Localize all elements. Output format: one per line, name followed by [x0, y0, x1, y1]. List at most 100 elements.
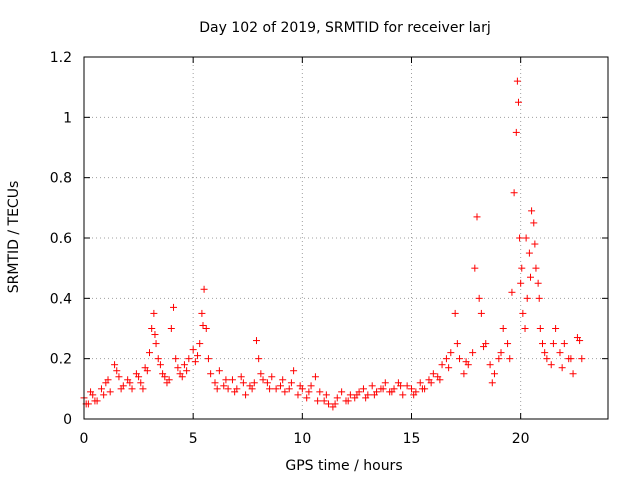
data-point — [311, 373, 319, 381]
chart-title: Day 102 of 2019, SRMTID for receiver lar… — [199, 20, 491, 36]
data-point — [259, 376, 267, 384]
data-point — [521, 325, 529, 332]
x-tick-label: 0 — [80, 431, 89, 447]
data-point — [237, 373, 245, 381]
data-point — [379, 385, 387, 393]
data-point — [445, 364, 453, 372]
data-point — [368, 382, 376, 390]
data-point — [388, 388, 396, 396]
data-point — [359, 385, 367, 393]
data-point — [525, 249, 533, 257]
data-point — [408, 385, 415, 393]
data-point — [220, 382, 228, 390]
data-point — [473, 213, 481, 221]
data-point — [196, 340, 204, 348]
data-point — [126, 379, 134, 387]
data-point — [150, 309, 158, 317]
data-point — [460, 370, 468, 378]
data-point — [281, 388, 289, 396]
data-point — [506, 355, 514, 363]
data-point — [523, 294, 531, 302]
data-point — [207, 370, 215, 378]
data-point — [198, 309, 206, 317]
data-point — [510, 189, 518, 197]
data-point — [438, 361, 446, 369]
data-point — [346, 391, 354, 399]
x-axis-label: GPS time / hours — [285, 458, 402, 474]
data-point — [156, 361, 164, 369]
data-point — [436, 376, 444, 384]
data-point — [512, 128, 520, 136]
data-point — [152, 340, 160, 348]
data-point — [165, 376, 173, 384]
data-point — [135, 373, 143, 381]
data-point — [539, 340, 546, 348]
data-point — [532, 264, 540, 272]
data-point — [191, 358, 199, 366]
data-point — [471, 264, 479, 272]
data-point — [534, 279, 542, 287]
y-tick-label: 0.8 — [50, 171, 72, 187]
data-point — [397, 382, 405, 390]
data-point — [370, 391, 378, 399]
data-point — [578, 355, 586, 363]
data-point — [567, 355, 575, 363]
data-point — [172, 355, 180, 363]
data-point — [549, 340, 557, 348]
data-point — [87, 388, 95, 396]
data-point — [429, 370, 437, 378]
y-axis-label: SRMTID / TECUs — [6, 181, 22, 294]
data-point — [558, 364, 566, 372]
data-point — [325, 400, 333, 408]
data-point — [294, 391, 302, 399]
data-point — [287, 379, 295, 387]
data-point — [381, 379, 389, 387]
data-point — [535, 294, 543, 302]
data-point — [410, 391, 418, 399]
data-point — [113, 367, 121, 375]
data-point — [353, 391, 361, 399]
data-point — [139, 385, 147, 393]
data-point — [174, 364, 182, 372]
data-point — [111, 361, 119, 369]
data-point — [231, 388, 239, 396]
data-point — [477, 309, 485, 317]
data-point — [416, 379, 424, 387]
data-point — [338, 388, 346, 396]
data-point — [418, 385, 426, 393]
data-point — [277, 382, 284, 390]
data-point — [128, 385, 136, 393]
data-point — [447, 349, 455, 357]
data-point — [453, 340, 461, 348]
data-point — [178, 373, 186, 381]
data-point — [161, 373, 169, 381]
data-point — [469, 349, 477, 357]
data-point — [296, 382, 304, 390]
data-point — [211, 379, 219, 387]
data-point — [517, 279, 525, 287]
data-point — [530, 219, 538, 227]
data-point — [528, 207, 536, 215]
data-point — [285, 385, 293, 393]
data-point — [556, 349, 564, 357]
data-point — [239, 379, 247, 387]
x-tick-label: 20 — [512, 431, 530, 447]
data-point — [100, 391, 108, 399]
data-point — [333, 394, 341, 402]
data-point — [547, 361, 555, 369]
data-point — [569, 370, 577, 378]
data-point — [151, 331, 159, 339]
data-point — [552, 325, 560, 332]
data-point — [185, 355, 193, 363]
data-point — [202, 325, 210, 332]
y-tick-label: 0.6 — [50, 231, 72, 247]
data-point — [222, 376, 230, 384]
data-point — [303, 394, 311, 402]
data-point — [200, 285, 208, 293]
data-point — [316, 388, 324, 396]
data-point — [180, 361, 188, 369]
data-point — [560, 340, 568, 348]
data-point — [204, 355, 212, 363]
data-point — [170, 303, 178, 311]
y-tick-label: 0.4 — [50, 291, 72, 307]
